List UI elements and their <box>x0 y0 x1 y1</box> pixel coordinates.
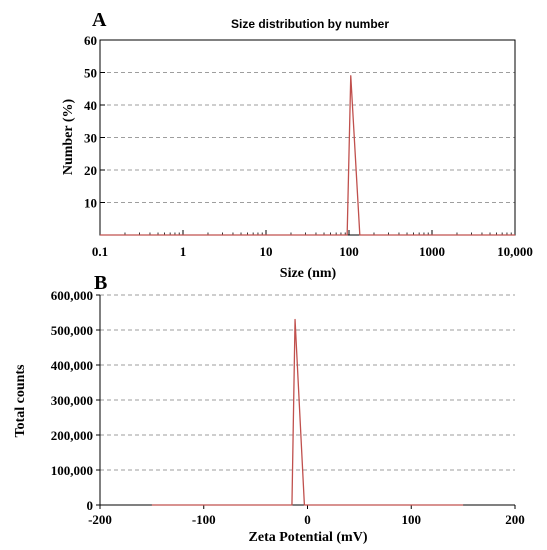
panel-a-x-tick-label: 1 <box>180 244 187 259</box>
panel-a-series <box>100 75 515 236</box>
panel-b-y-tick-label: 500,000 <box>51 323 93 338</box>
panel-b-x-tick-label: 100 <box>402 512 422 527</box>
panel-a-x-tick-label: 0.1 <box>92 244 108 259</box>
panel-a-y-tick-label: 30 <box>84 131 97 146</box>
panel-a-y-tick-label: 10 <box>84 196 97 211</box>
panel-a-series-line <box>100 75 515 236</box>
panel-b-y-ticks: 0 100,000 200,000 300,000 400,000 500,000 600,… <box>51 288 100 513</box>
panel-a-chart: A Size distribution by number 10 20 30 40 50… <box>61 9 533 281</box>
panel-a-y-ticks: 10 20 30 40 50 60 <box>84 33 105 211</box>
panel-a-y-tick-label: 50 <box>84 66 97 81</box>
panel-b-y-tick-label: 300,000 <box>51 393 93 408</box>
panel-b-x-tick-label: 200 <box>505 512 525 527</box>
panel-a-x-tick-label: 10 <box>260 244 273 259</box>
panel-a-x-tick-label: 100 <box>339 244 359 259</box>
panel-a-y-tick-label: 60 <box>84 33 97 48</box>
panel-b-chart: B 0 100,000 200,000 300,000 400,000 500,000 60… <box>13 272 525 545</box>
panel-a-x-tick-label: 10,000 <box>497 244 533 259</box>
panel-b-y-tick-label: 0 <box>87 498 94 513</box>
panel-b-x-tick-label: -200 <box>88 512 112 527</box>
panel-b-x-tick-label: 0 <box>304 512 311 527</box>
panel-b-series-line <box>151 318 464 506</box>
panel-a-letter: A <box>92 9 107 31</box>
panel-b-x-ticks: -200 -100 0 100 200 <box>88 505 525 527</box>
panel-a-y-axis-label: Number (%) <box>61 98 76 175</box>
panel-b-x-axis-label: Zeta Potential (mV) <box>249 530 368 545</box>
panel-a-x-tick-label: 1000 <box>419 244 445 259</box>
panel-a-x-axis-label: Size (nm) <box>280 266 337 281</box>
panel-a-grid <box>100 72 515 203</box>
panel-b-y-axis-label: Total counts <box>13 364 28 438</box>
panel-b-letter: B <box>94 272 107 294</box>
panel-a-y-tick-label: 40 <box>84 98 97 113</box>
panel-b-y-tick-label: 100,000 <box>51 463 93 478</box>
panel-a-y-tick-label: 20 <box>84 163 97 178</box>
panel-b-y-tick-label: 400,000 <box>51 358 93 373</box>
panel-b-y-tick-label: 200,000 <box>51 428 93 443</box>
panel-b-y-tick-label: 600,000 <box>51 288 93 303</box>
panel-a-title: Size distribution by number <box>231 17 389 31</box>
panel-b-x-tick-label: -100 <box>192 512 216 527</box>
panel-b-series <box>151 318 464 506</box>
panel-b-grid <box>100 294 515 471</box>
